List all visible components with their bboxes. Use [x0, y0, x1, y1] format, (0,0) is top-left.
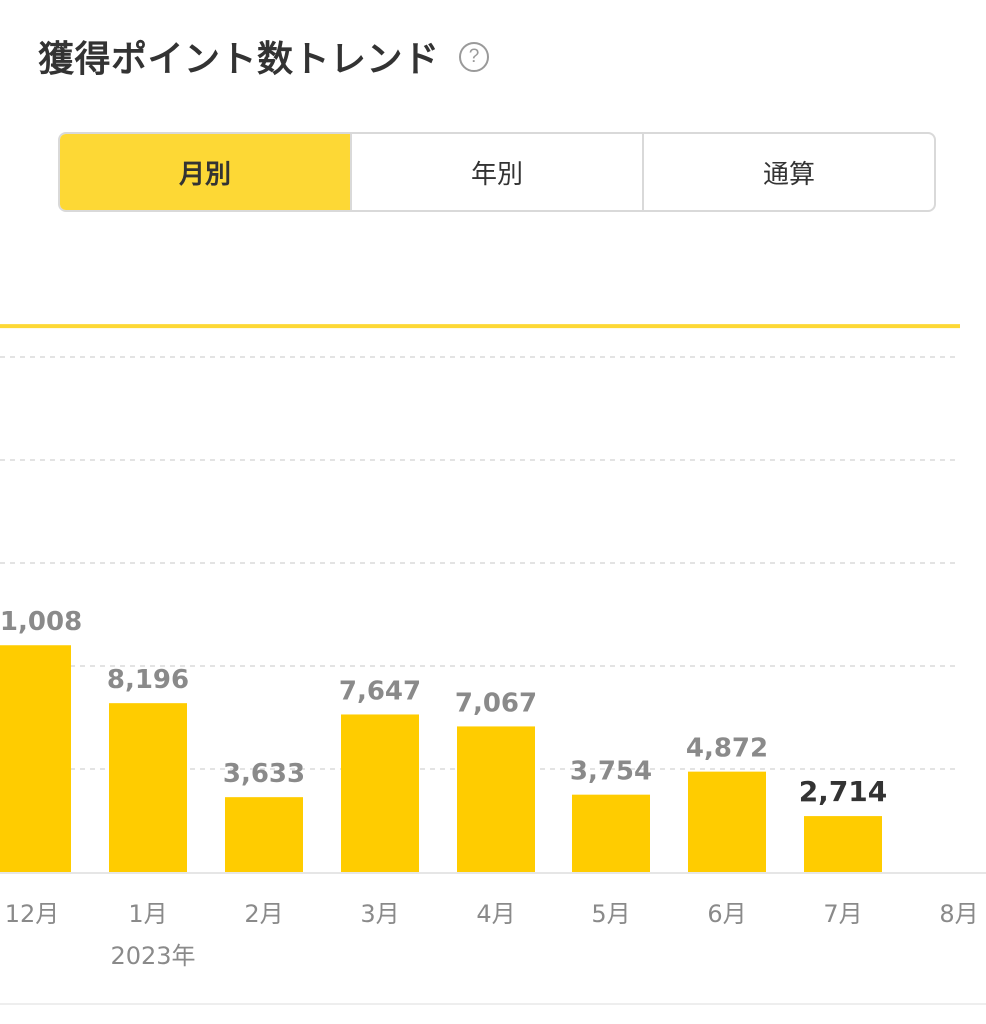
- x-tick-label: 4月: [476, 900, 515, 928]
- bar: [804, 816, 882, 872]
- x-tick-label: 2月: [244, 900, 283, 928]
- bottom-divider: [0, 1003, 986, 1005]
- bar: [572, 794, 650, 872]
- bar: [109, 703, 187, 872]
- x-tick-label: 5月: [591, 900, 630, 928]
- bar-value-label: 7,067: [455, 688, 537, 718]
- bar-value-label: 7,647: [339, 676, 421, 706]
- tab-total[interactable]: 通算: [642, 134, 934, 210]
- page-title: 獲得ポイント数トレンド: [38, 39, 440, 80]
- bar: [225, 797, 303, 872]
- x-tick-sublabel: 2023年: [110, 942, 195, 970]
- x-tick-label: 7月: [823, 900, 862, 928]
- bar: [341, 714, 419, 872]
- bar-value-label: 4,872: [686, 734, 768, 764]
- tab-yearly[interactable]: 年別: [350, 134, 642, 210]
- x-tick-label: 3月: [360, 900, 399, 928]
- bar-value-label: 8,196: [107, 665, 189, 695]
- tab-monthly[interactable]: 月別: [60, 134, 350, 210]
- x-tick-label: 1月: [128, 900, 167, 928]
- bar: [0, 645, 71, 872]
- bar-value-label: 2,714: [799, 775, 888, 808]
- bar-value-label: 3,633: [223, 759, 305, 789]
- help-circle-icon[interactable]: ?: [459, 42, 489, 72]
- x-tick-label: 8月: [939, 900, 978, 928]
- x-tick-label: 6月: [707, 900, 746, 928]
- bar: [457, 726, 535, 872]
- bar: [688, 771, 766, 872]
- period-tabs: 月別 年別 通算: [58, 132, 936, 212]
- x-tick-label: 12月: [5, 900, 60, 928]
- bar-value-label: 3,754: [570, 757, 652, 787]
- bar-value-label: 11,008: [0, 607, 82, 637]
